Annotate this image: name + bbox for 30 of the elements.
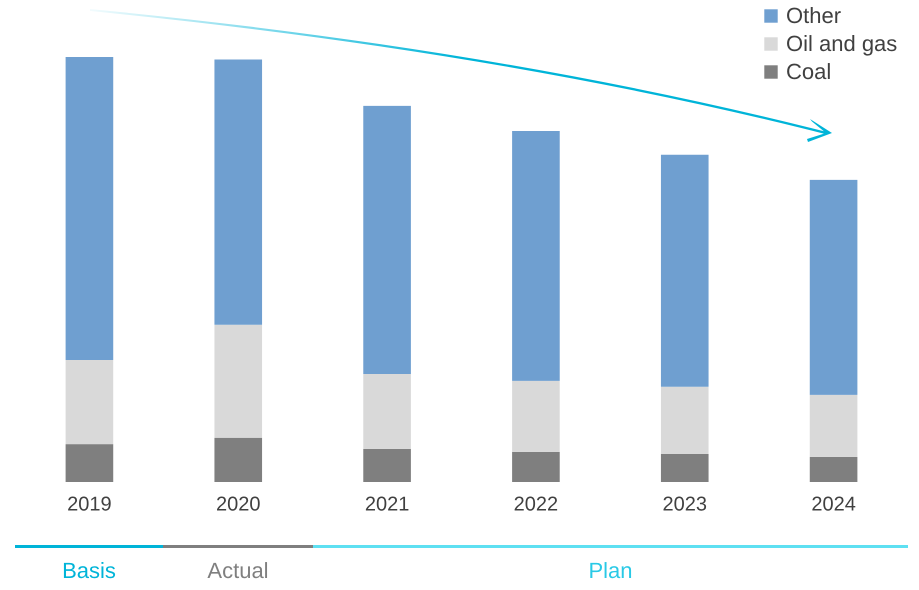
bar — [363, 448, 411, 482]
bar — [810, 180, 858, 395]
bar — [363, 374, 411, 449]
x-tick-label: 2021 — [364, 494, 410, 516]
x-tick-label: 2022 — [514, 494, 558, 516]
bar — [512, 452, 560, 482]
bar — [66, 360, 114, 444]
x-tick-label: 2019 — [67, 494, 112, 516]
bar — [214, 438, 262, 482]
text: Actual — [163, 545, 313, 584]
legend-label: Other — [786, 3, 842, 28]
x-tick-label: 2020 — [216, 494, 260, 516]
text: Plan — [313, 545, 908, 584]
text: Basis — [15, 545, 163, 584]
bar — [810, 456, 858, 482]
bar — [363, 106, 411, 374]
bar — [660, 454, 709, 482]
bar — [512, 380, 560, 452]
bar — [512, 130, 560, 381]
bar — [660, 386, 709, 454]
bar — [810, 394, 858, 457]
x-tick-label: 2024 — [811, 494, 856, 516]
bar — [214, 60, 262, 325]
bar — [660, 154, 709, 387]
legend-label: Oil and gas — [786, 31, 898, 56]
x-tick-label: 2023 — [662, 494, 707, 516]
bar — [66, 57, 114, 360]
bar — [66, 444, 114, 482]
legend-label: Coal — [786, 59, 832, 84]
bar — [214, 324, 262, 438]
